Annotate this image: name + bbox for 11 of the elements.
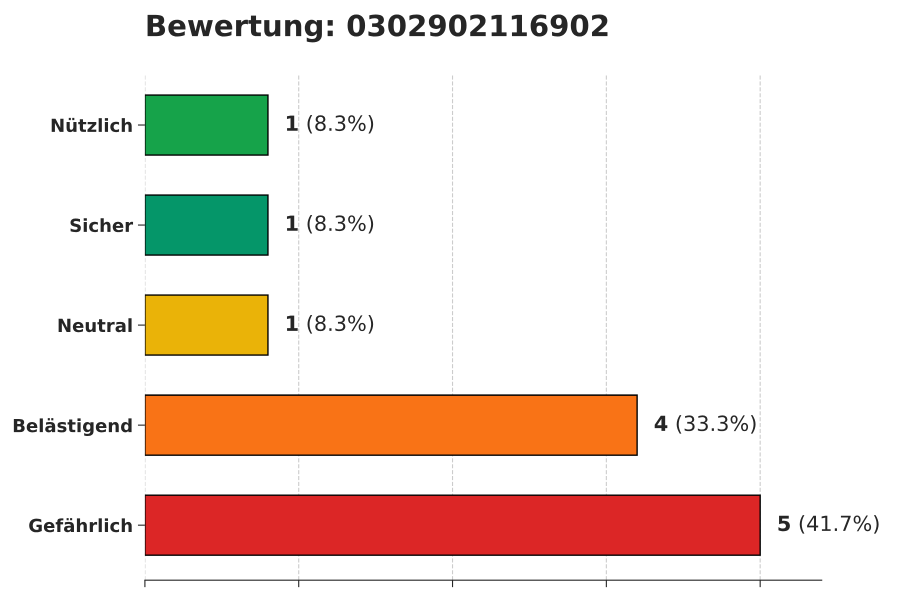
data-label: 5 (41.7%) [778, 515, 879, 534]
data-label: 1 (8.3%) [286, 315, 374, 334]
y-tick-label: Gefährlich [29, 518, 132, 532]
data-label: 1 (8.3%) [286, 114, 374, 134]
chart-title: Bewertung: 0302902116902 [148, 14, 608, 42]
y-tick-label: Sicher [70, 218, 134, 232]
data-label: 1 (8.3%) [286, 215, 374, 234]
y-tick-label: Neutral [58, 318, 132, 332]
data-label: 4 (33.3%) [654, 415, 756, 434]
y-tick-label: Nützlich [52, 118, 132, 132]
y-tick-label: Belästigend [14, 418, 132, 436]
